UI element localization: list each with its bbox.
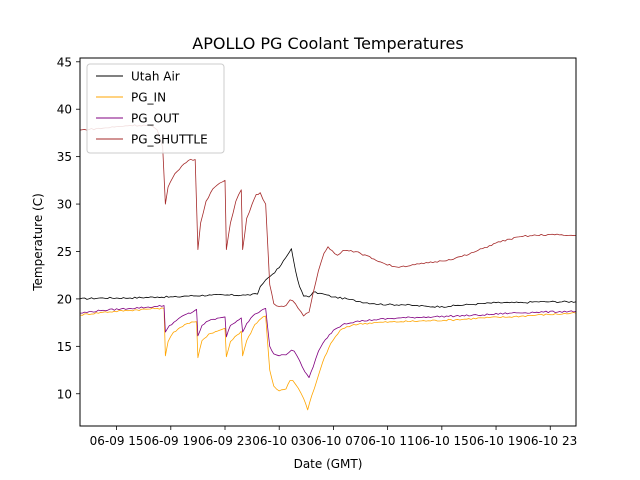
- series-line-utah-air: [79, 248, 577, 308]
- y-tick-label: 30: [57, 198, 72, 212]
- y-tick-label: 20: [57, 292, 72, 306]
- x-axis-label: Date (GMT): [294, 457, 363, 471]
- x-tick-label: 06-10 07: [306, 434, 360, 448]
- y-tick-label: 40: [57, 103, 72, 117]
- x-tick-label: 06-09 19: [144, 434, 198, 448]
- x-axis: 06-09 15 06-09 19 06-09 23 06-10 03 06-10 07…: [90, 426, 577, 448]
- y-tick-label: 15: [57, 340, 72, 354]
- series-line-pg-out: [79, 305, 577, 379]
- x-tick-label: 06-10 15: [415, 434, 469, 448]
- x-tick-label: 06-09 15: [90, 434, 144, 448]
- x-tick-label: 06-09 23: [198, 434, 252, 448]
- y-axis: 10 15 20 25 30 35 40 45: [57, 55, 80, 401]
- y-tick-label: 45: [57, 55, 72, 69]
- plot-frame: [79, 57, 577, 427]
- legend-label-pg-out: PG_OUT: [131, 112, 180, 126]
- chart-title: APOLLO PG Coolant Temperatures: [192, 34, 463, 53]
- y-tick-label: 25: [57, 245, 72, 259]
- legend-label-pg-in: PG_IN: [131, 91, 166, 105]
- legend: Utah Air PG_IN PG_OUT PG_SHUTTLE: [86, 63, 225, 154]
- series-line-pg-in: [79, 307, 577, 411]
- x-tick-label: 06-10 03: [252, 434, 306, 448]
- x-tick-label: 06-10 11: [361, 434, 415, 448]
- legend-label-pg-shuttle: PG_SHUTTLE: [131, 133, 208, 147]
- x-tick-label: 06-10 19: [469, 434, 523, 448]
- x-tick-label: 06-10 23: [523, 434, 577, 448]
- y-axis-label: Temperature (C): [31, 193, 45, 292]
- y-tick-label: 35: [57, 150, 72, 164]
- legend-box: [86, 63, 225, 154]
- y-tick-label: 10: [57, 387, 72, 401]
- legend-label-utah-air: Utah Air: [131, 70, 180, 84]
